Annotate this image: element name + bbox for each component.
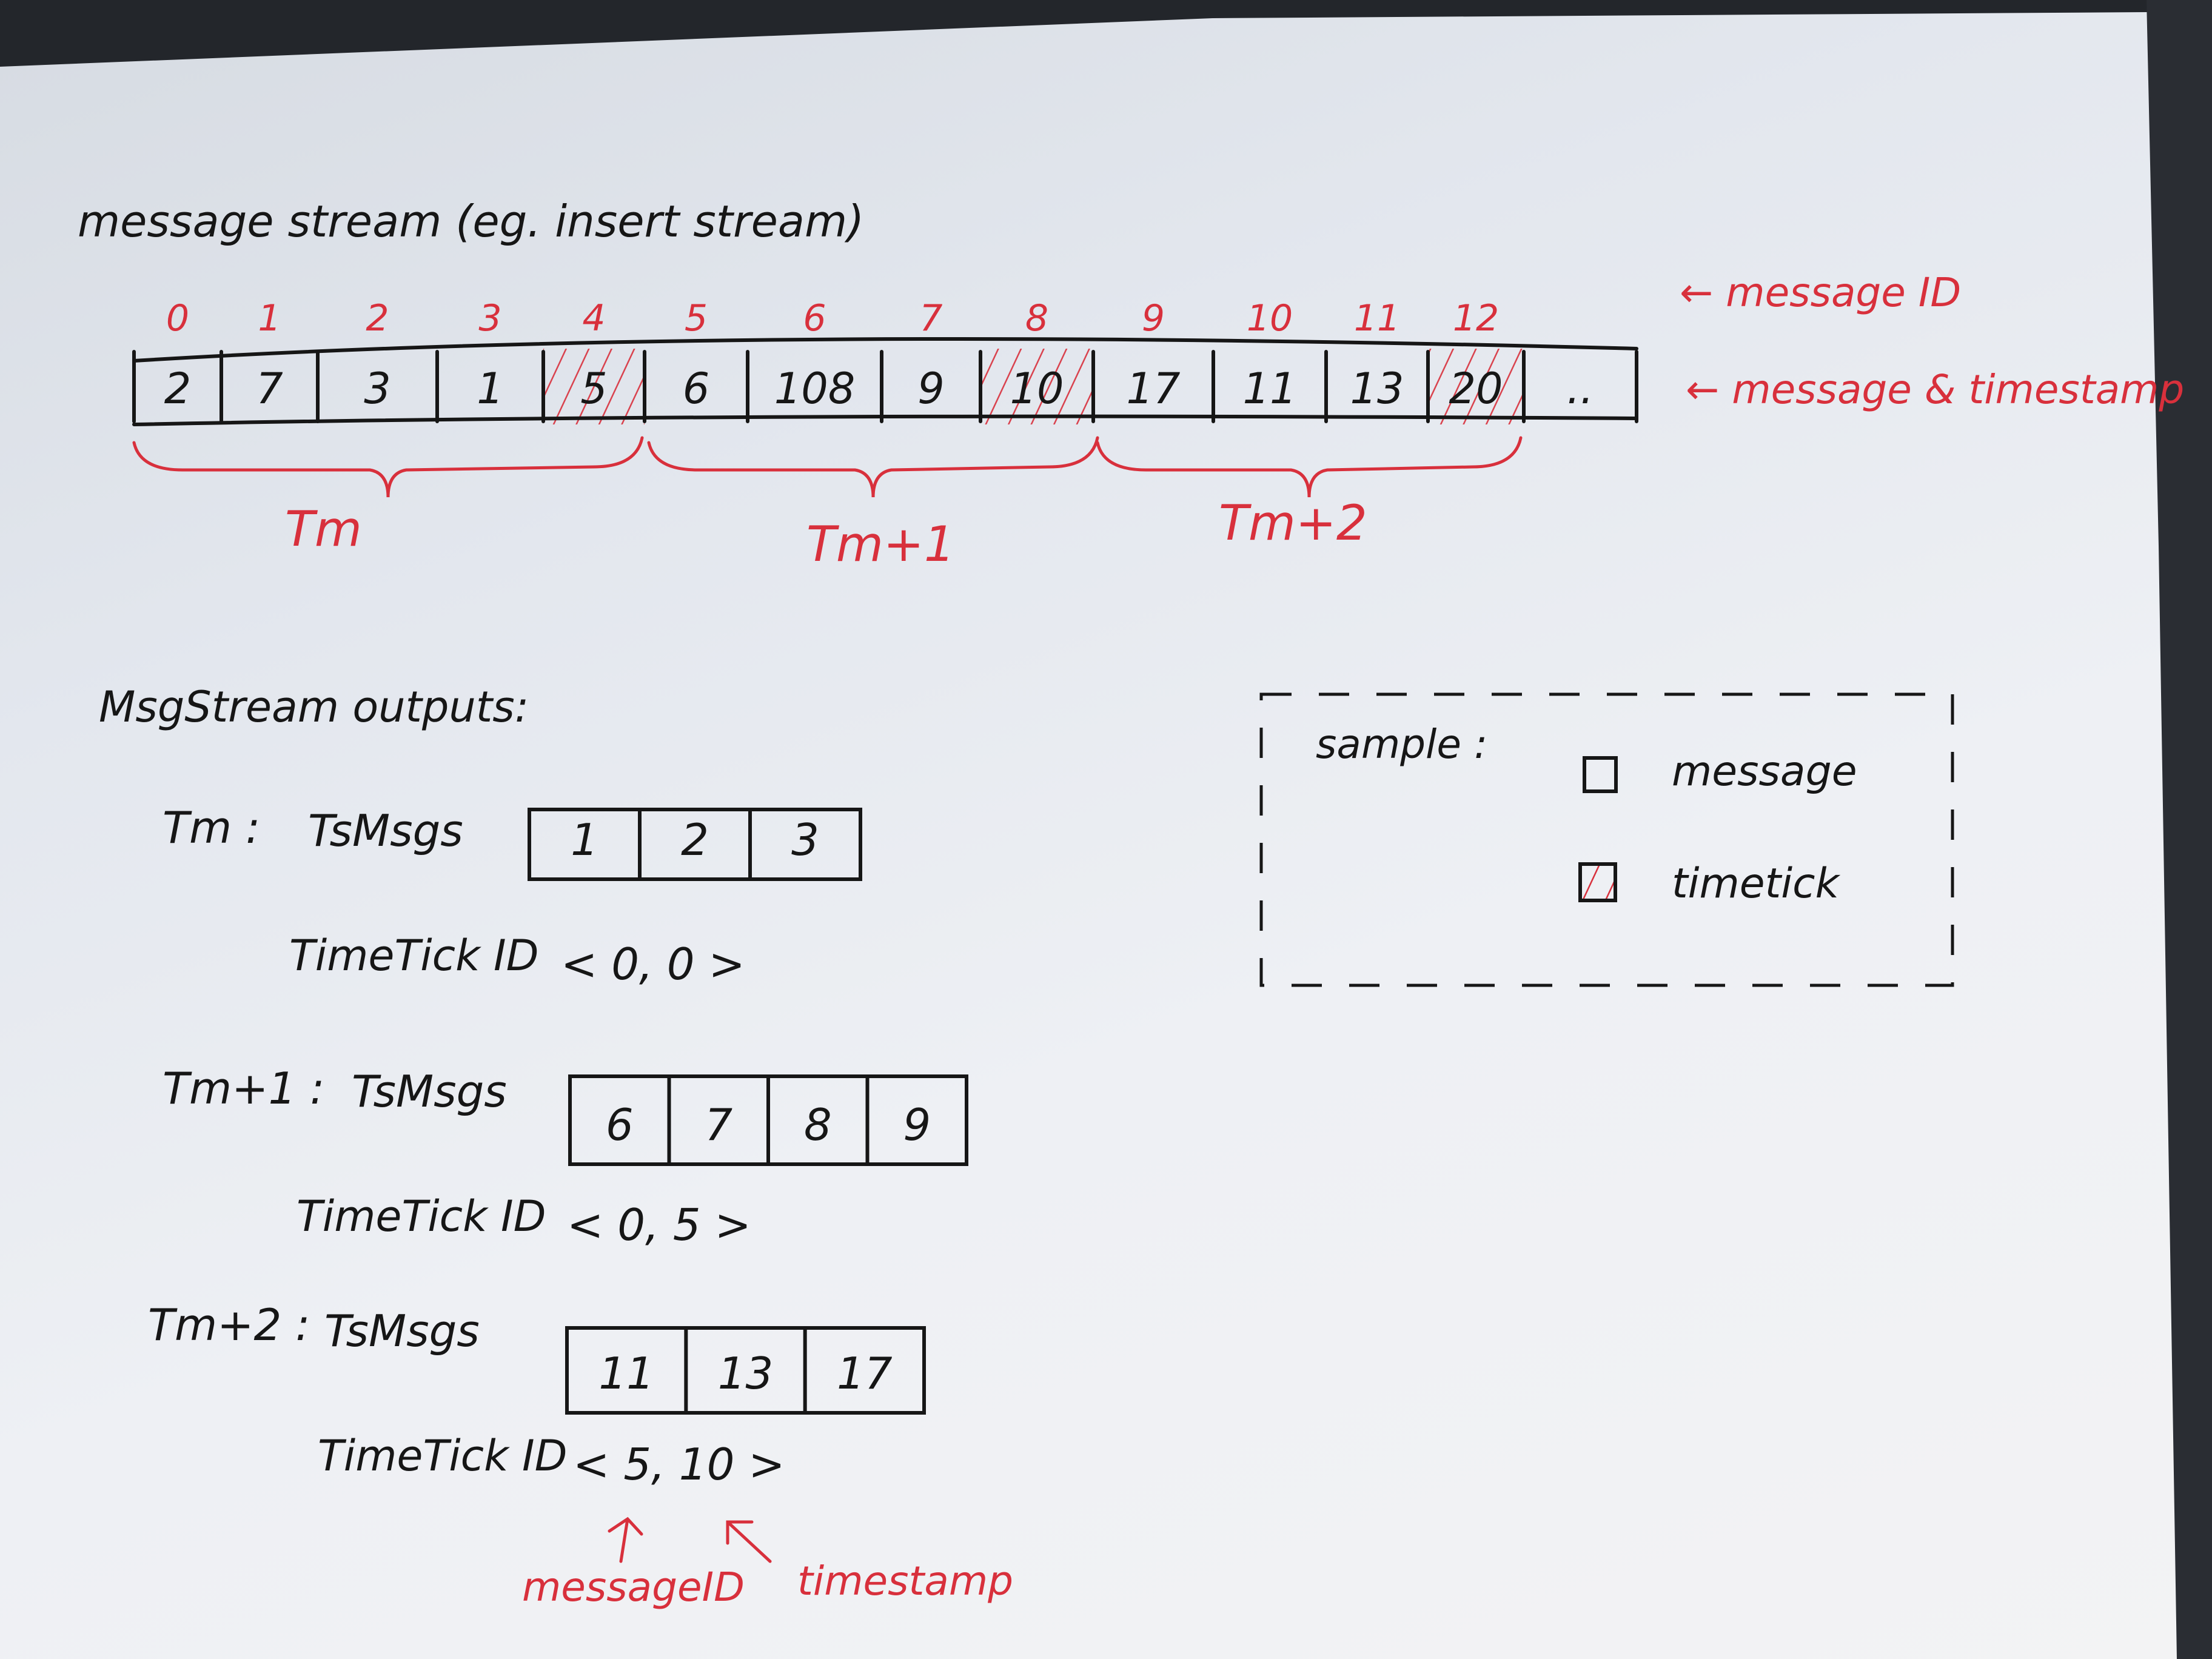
output-row-name: Tm+2 :	[148, 1299, 310, 1350]
tsmsg-value: 2	[681, 814, 709, 865]
output-row-name: Tm :	[163, 802, 260, 853]
legend-dashed-box	[1259, 692, 1954, 987]
arrow-up-icon	[608, 1517, 643, 1563]
timetick-id-value: < 0, 5 >	[567, 1199, 751, 1250]
stream-cell-value: 3	[364, 364, 391, 414]
timetick-id-label: TimeTick ID	[318, 1431, 568, 1481]
stream-cell-value: ..	[1567, 364, 1594, 414]
stream-cell-value: 9	[917, 364, 945, 414]
tsmsgs-label: TsMsgs	[352, 1066, 507, 1117]
timetick-id-label: TimeTick ID	[297, 1191, 546, 1241]
arrow-up-left-icon	[726, 1520, 772, 1563]
message-id-label: 3	[478, 297, 501, 340]
stream-cell-value: 6	[683, 364, 710, 414]
timetick-square-icon	[1578, 862, 1617, 902]
timetick-id-label: TimeTick ID	[289, 931, 539, 980]
stream-cell-value: 5	[580, 364, 608, 414]
stream-cell-value: 2	[164, 364, 192, 414]
timetick-id-value: < 5, 10 >	[573, 1439, 785, 1490]
photo-dark-top-edge	[0, 0, 2212, 67]
outputs-heading: MsgStream outputs:	[99, 682, 529, 732]
legend-message-label: message	[1672, 748, 1857, 796]
stream-bottom-border	[132, 414, 1638, 426]
stream-cell-value: 20	[1449, 364, 1503, 414]
tsmsgs-box	[565, 1326, 926, 1415]
stream-cell-value: 108	[774, 364, 856, 414]
stream-top-border	[132, 337, 1638, 363]
group-brace	[132, 436, 644, 498]
message-id-label: 7	[919, 297, 942, 340]
timetick-hatch	[980, 349, 1093, 424]
stream-cell-value: 11	[1242, 364, 1296, 414]
tsmsg-value: 3	[791, 814, 819, 865]
tsmsgs-label: TsMsgs	[324, 1305, 480, 1356]
message-id-label: 2	[366, 297, 389, 340]
diagram-title: message stream (eg. insert stream)	[78, 196, 864, 247]
output-row-name: Tm+1 :	[163, 1063, 324, 1114]
tsmsg-value: 6	[606, 1099, 634, 1150]
message-timestamp-annotation: ← message & timestamp	[1686, 366, 2184, 413]
tsmsg-value: 13	[718, 1348, 774, 1399]
tsmsgs-label: TsMsgs	[308, 805, 463, 856]
message-id-label: 4	[582, 297, 605, 340]
stream-cell-value: 10	[1010, 364, 1064, 414]
group-label: Tm+1	[806, 516, 955, 572]
tsmsg-value: 17	[837, 1348, 893, 1399]
timetick-hatch	[1428, 349, 1524, 424]
message-id-label: 12	[1453, 297, 1499, 340]
message-id-annotation: ← message ID	[1680, 269, 1961, 316]
message-id-label: 6	[803, 297, 826, 340]
message-id-label: 11	[1354, 297, 1400, 340]
timetick-hatch-fill	[1580, 864, 1615, 900]
tsmsgs-box	[528, 808, 862, 881]
tsmsg-value: 1	[571, 814, 598, 865]
group-brace	[647, 436, 1099, 498]
message-id-label: 9	[1142, 297, 1165, 340]
photo-dark-right-edge	[2147, 0, 2212, 1659]
stream-cell-value: 7	[256, 364, 283, 414]
group-label: Tm+2	[1219, 495, 1367, 551]
stream-cell-value: 13	[1350, 364, 1404, 414]
tsmsg-value: 8	[804, 1099, 832, 1150]
timetick-hatch	[543, 349, 645, 424]
group-label: Tm	[285, 501, 362, 557]
stream-cell-value: 17	[1126, 364, 1180, 414]
message-id-label: 0	[166, 297, 189, 340]
timestamp-callout: timestamp	[797, 1558, 1013, 1604]
stream-cell-value: 1	[477, 364, 504, 414]
tsmsg-value: 11	[598, 1348, 654, 1399]
timetick-id-value: < 0, 0 >	[561, 939, 745, 990]
message-id-label: 5	[685, 297, 708, 340]
legend-timetick-label: timetick	[1672, 860, 1841, 908]
legend-title: sample :	[1316, 721, 1487, 768]
group-brace	[1096, 436, 1523, 498]
message-id-callout: messageID	[522, 1564, 745, 1610]
message-square-icon	[1583, 756, 1618, 793]
tsmsg-value: 7	[705, 1099, 732, 1150]
message-id-label: 10	[1247, 297, 1293, 340]
message-id-label: 8	[1025, 297, 1048, 340]
tsmsg-value: 9	[903, 1099, 931, 1150]
message-id-label: 1	[258, 297, 281, 340]
